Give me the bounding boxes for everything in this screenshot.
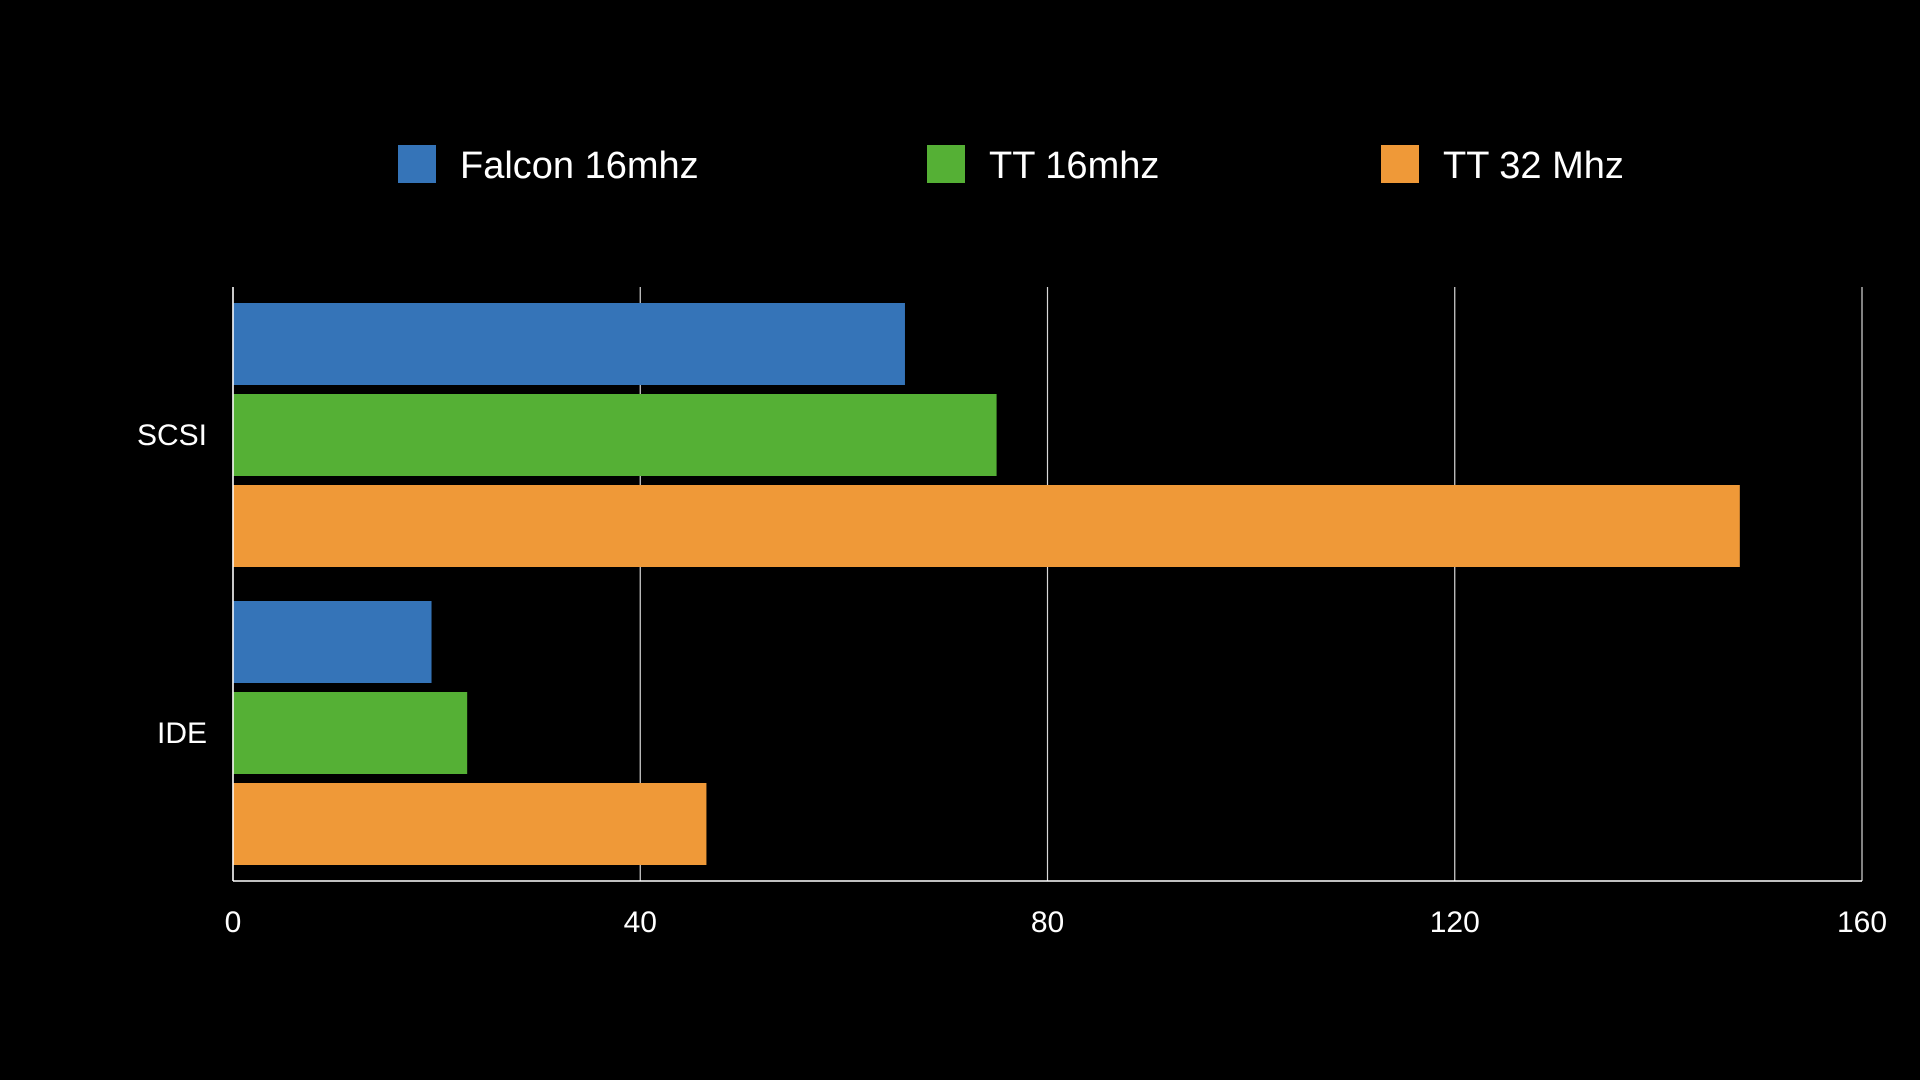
x-tick-label-40: 40: [624, 906, 657, 939]
x-tick-label-0: 0: [225, 906, 242, 939]
legend-swatch-2: [927, 145, 965, 183]
axes-layer: SCSI IDE 0 40 80 120 160: [137, 287, 1887, 939]
x-tick-label-80: 80: [1031, 906, 1064, 939]
legend-label-3: TT 32 Mhz: [1443, 145, 1624, 187]
legend-swatch-3: [1381, 145, 1419, 183]
bar-scsi-2: [233, 394, 997, 476]
legend-label-1: Falcon 16mhz: [460, 145, 699, 187]
bar-ide-1: [233, 601, 432, 683]
category-label-scsi: SCSI: [137, 419, 207, 452]
bars-layer: [233, 303, 1740, 865]
category-label-ide: IDE: [157, 717, 207, 750]
legend-swatch-1: [398, 145, 436, 183]
legend: Falcon 16mhz TT 16mhz TT 32 Mhz: [398, 145, 1624, 187]
x-tick-label-120: 120: [1430, 906, 1480, 939]
bar-scsi-3: [233, 485, 1740, 567]
bar-ide-2: [233, 692, 468, 774]
bar-ide-3: [233, 783, 707, 865]
legend-label-2: TT 16mhz: [989, 145, 1159, 187]
bar-scsi-1: [233, 303, 905, 385]
x-tick-label-160: 160: [1837, 906, 1887, 939]
